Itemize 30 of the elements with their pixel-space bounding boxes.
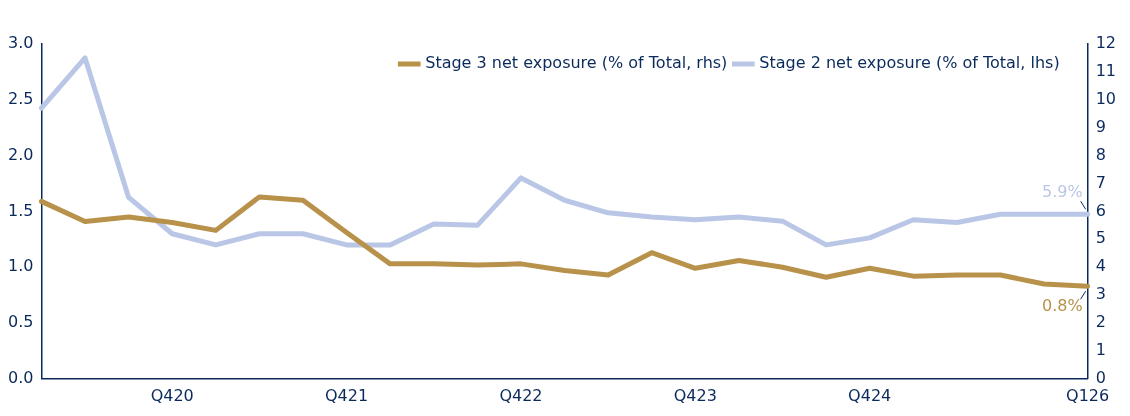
text: 2.5 xyxy=(7,88,34,108)
text: 0.0 xyxy=(7,367,34,387)
y2-tick-label: 4 xyxy=(1095,256,1106,276)
legend-label: Stage 3 net exposure (% of Total, rhs) xyxy=(425,53,728,73)
x-tick-label: Q423 xyxy=(673,385,717,405)
text: 2.0 xyxy=(7,144,34,164)
y2-tick-label: 7 xyxy=(1095,172,1106,192)
x-tick-label: Q421 xyxy=(325,385,369,405)
y2-tick-label: 3 xyxy=(1095,284,1106,304)
y2-tick-label: 2 xyxy=(1095,312,1106,332)
y2-tick-label: 10 xyxy=(1095,88,1116,108)
data-label: 0.8% xyxy=(1041,296,1083,316)
y2-tick-label: 8 xyxy=(1095,144,1106,164)
legend-label: Stage 2 net exposure (% of Total, lhs) xyxy=(759,53,1060,73)
y2-tick-label: 12 xyxy=(1095,33,1116,53)
text: 0.5 xyxy=(7,312,34,332)
y2-tick-label: 11 xyxy=(1095,61,1116,81)
x-tick-label: Q424 xyxy=(848,385,892,405)
x-tick-label: Q126 xyxy=(1066,385,1110,405)
x-tick-label: Q422 xyxy=(499,385,543,405)
y2-tick-label: 9 xyxy=(1095,116,1106,136)
y2-tick-label: 0 xyxy=(1095,367,1106,387)
y2-tick-label: 6 xyxy=(1095,200,1106,220)
y2-tick-label: 5 xyxy=(1095,228,1106,248)
text: 3.0 xyxy=(7,33,34,53)
x-tick-label: Q420 xyxy=(150,385,194,405)
y2-tick-label: 1 xyxy=(1095,340,1106,360)
text: 1.5 xyxy=(7,200,34,220)
text: 1.0 xyxy=(7,256,34,276)
data-label: 5.9% xyxy=(1041,182,1083,202)
